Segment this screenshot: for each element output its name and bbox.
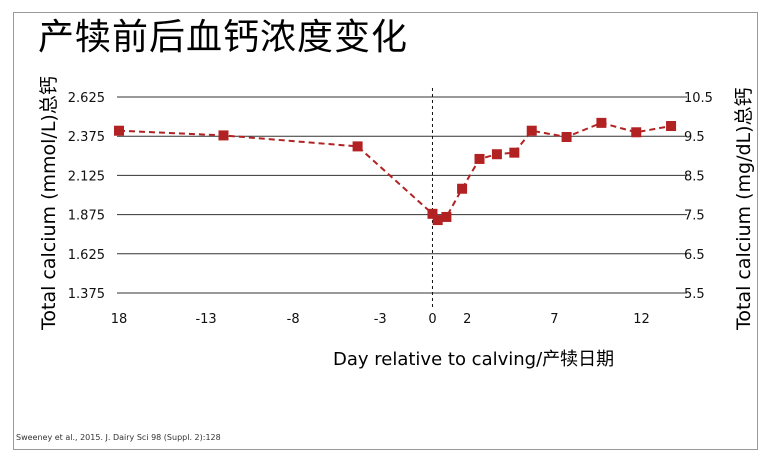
data-point — [561, 131, 572, 142]
source-footnote: Sweeney et al., 2015. J. Dairy Sci 98 (S… — [16, 433, 221, 442]
y-left-tick-label: 2.125 — [68, 169, 105, 184]
x-ticks: 18 -13 -8 -3 0 2 7 12 — [111, 312, 650, 327]
slide-frame — [13, 12, 758, 450]
y-left-tick-label: 1.375 — [68, 287, 105, 302]
y-right-tick-label: 6.5 — [684, 248, 705, 263]
x-tick-label: 12 — [633, 312, 650, 327]
data-point — [666, 121, 677, 132]
x-tick-label: 18 — [111, 312, 128, 327]
y-left-tick-label: 2.375 — [68, 130, 105, 145]
y-left-ticks: 2.625 2.375 2.125 1.875 1.625 1.375 — [68, 91, 105, 302]
grid-lines — [117, 96, 687, 294]
y-axis-left-label: Total calcium (mmol/L)总钙 — [38, 76, 60, 330]
data-point — [457, 183, 468, 194]
y-axis-right-label: Total calcium (mg/dL)总钙 — [733, 87, 755, 330]
data-point — [474, 153, 485, 164]
chart-title: 产犊前后血钙浓度变化 — [38, 17, 409, 58]
y-left-tick-label: 2.625 — [68, 91, 105, 106]
series-line — [118, 121, 672, 222]
y-right-ticks: 10.5 9.5 8.5 7.5 6.5 5.5 — [684, 91, 713, 302]
x-tick-label: 0 — [428, 312, 436, 327]
x-tick-label: -13 — [195, 312, 216, 327]
y-left-tick-label: 1.875 — [68, 209, 105, 224]
data-point — [509, 147, 520, 158]
y-right-tick-label: 7.5 — [684, 209, 705, 224]
data-point — [631, 127, 642, 138]
x-tick-label: -3 — [374, 312, 387, 327]
data-point — [432, 215, 443, 226]
data-point — [218, 130, 229, 141]
y-right-tick-label: 8.5 — [684, 169, 705, 184]
data-point — [441, 211, 452, 222]
y-right-tick-label: 5.5 — [684, 287, 705, 302]
data-point — [596, 117, 607, 128]
data-point — [114, 125, 124, 136]
data-point — [427, 208, 438, 219]
data-point — [491, 149, 502, 160]
y-right-tick-label: 9.5 — [684, 130, 705, 145]
data-point — [352, 141, 363, 152]
x-tick-label: -8 — [287, 312, 300, 327]
series-calcium — [114, 117, 677, 226]
x-tick-label: 2 — [463, 312, 471, 327]
data-point — [526, 125, 537, 136]
x-tick-label: 7 — [550, 312, 558, 327]
y-right-tick-label: 10.5 — [684, 91, 713, 106]
y-left-tick-label: 1.625 — [68, 248, 105, 263]
x-axis-label: Day relative to calving/产犊日期 — [333, 349, 615, 370]
